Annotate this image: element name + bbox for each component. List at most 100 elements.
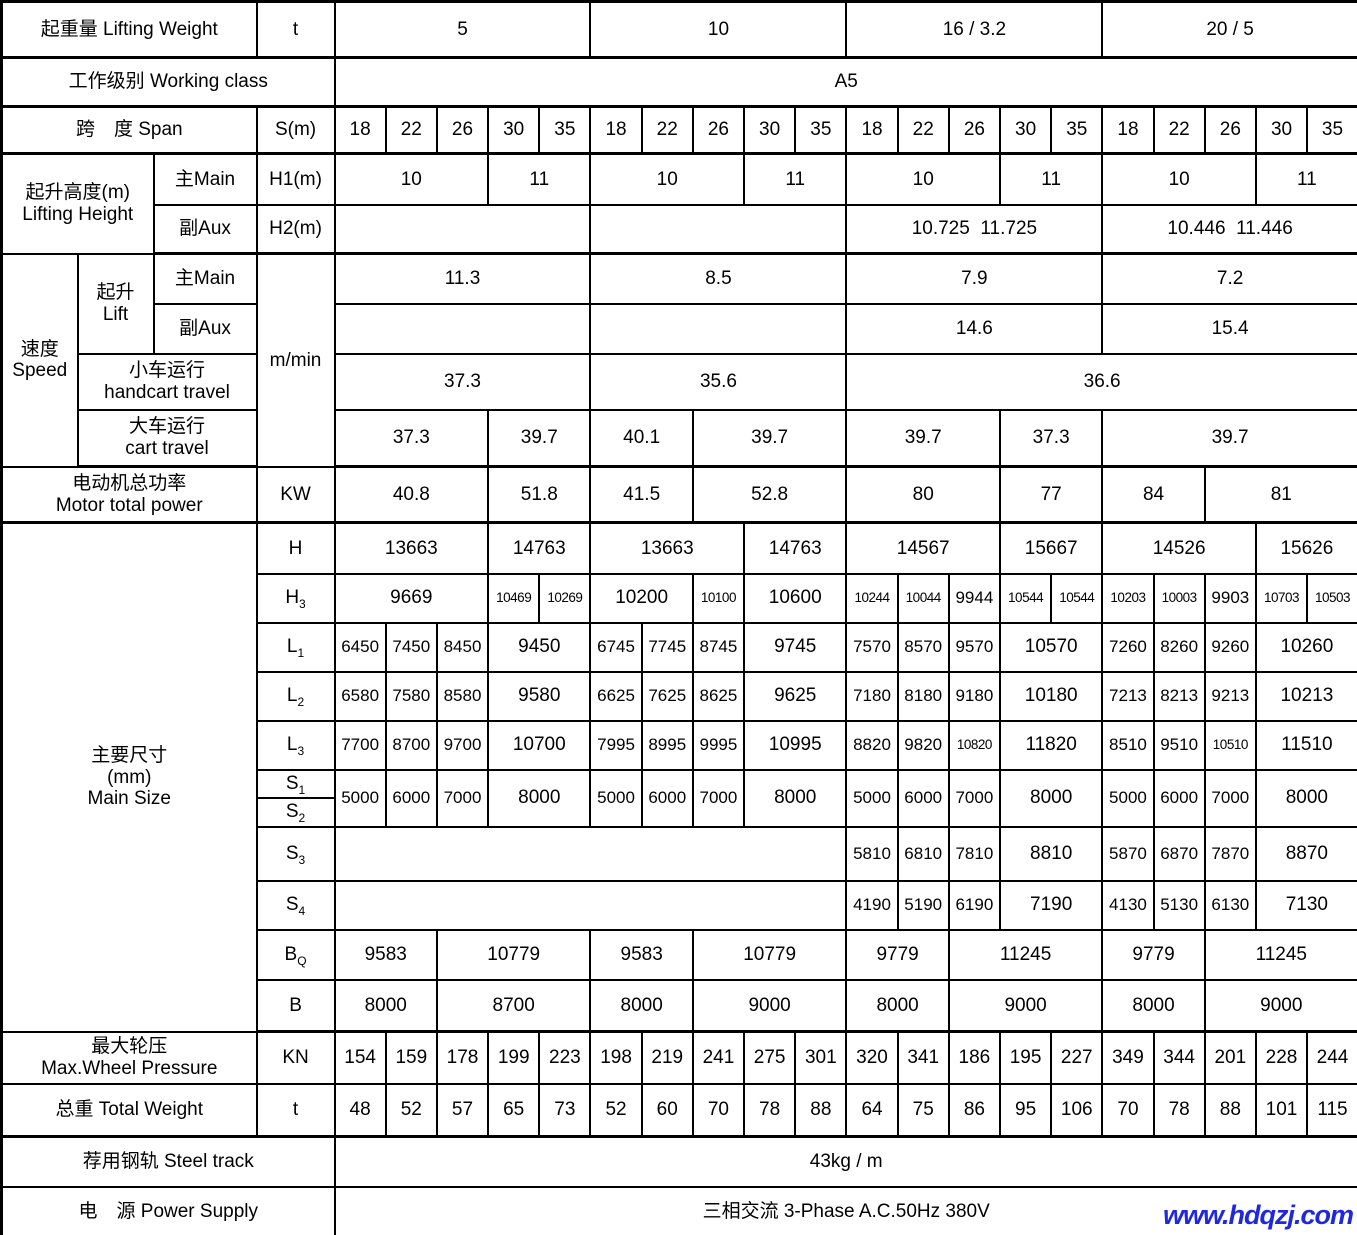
motor-total-power-cell-2: 40.8 — [333, 465, 490, 524]
row-lifting-height-aux: 副Aux H2(m) 10.725 11.725 10.446 11.446 — [2, 203, 1357, 255]
lifting-height-main-cell-7: 10 — [845, 152, 1001, 206]
size-BQ-cell-5: 9779 — [845, 928, 950, 981]
span-cell-9: 26 — [691, 105, 746, 155]
size-H3-cell-10: 10544 — [998, 572, 1053, 624]
size-B-cell-5: 8000 — [845, 978, 950, 1033]
size-L2-cell-16: 10213 — [1254, 670, 1357, 722]
size-B-cell-3: 8000 — [589, 978, 694, 1033]
row-power-supply: 电 源 Power Supply 三相交流 3-Phase A.C.50Hz 38… — [0, 1185, 1357, 1235]
speed-lift-aux-cell-1 — [333, 302, 592, 355]
size-S4-cell-9: 7130 — [1254, 879, 1357, 931]
max-wheel-pressure-cell-6: 223 — [538, 1030, 592, 1085]
size-L1-cell-1: 6450 — [333, 621, 387, 673]
speed-lift-aux-cell-2 — [589, 302, 848, 355]
lifting-weight-cell-0: 起重量 Lifting Weight — [0, 0, 258, 59]
size-S1-cell-11: 7000 — [947, 768, 1001, 828]
total-weight-cell-18: 78 — [1152, 1082, 1206, 1138]
total-weight-cell-17: 70 — [1101, 1082, 1155, 1138]
row-size-L1: L1 6450 7450 8450 9450 6745 7745 8745 9745 7570 85… — [2, 621, 1357, 673]
working-class-cell-0: 工作级别 Working class — [0, 56, 336, 108]
speed-cart-travel-cell-1: 37.3 — [333, 408, 490, 468]
size-BQ-cell-2: 10779 — [435, 928, 592, 981]
size-L1-cell-9: 7570 — [845, 621, 899, 673]
size-S4-cell-0: S4 — [255, 879, 336, 931]
size-H3-cell-13: 10003 — [1152, 572, 1206, 624]
row-span: 跨 度 Span S(m) 18 22 26 30 35 18 22 26 30 35 18 22 26 30… — [0, 105, 1357, 155]
size-L1-cell-10: 8570 — [896, 621, 950, 673]
size-H3-cell-0: H3 — [255, 572, 336, 624]
size-H3-cell-3: 10269 — [538, 572, 592, 624]
span-cell-15: 30 — [998, 105, 1053, 155]
row-speed-trolley-travel: 小车运行 handcart travel 37.3 35.6 36.6 — [2, 352, 1357, 411]
size-BQ-cell-8: 11245 — [1203, 928, 1357, 981]
speed-lift-aux-cell-3: 14.6 — [845, 302, 1104, 355]
size-S4-cell-1 — [333, 879, 848, 931]
size-L3-cell-15: 10510 — [1203, 719, 1257, 771]
size-H-cell-1: H — [255, 521, 336, 575]
size-S4-cell-7: 5130 — [1152, 879, 1206, 931]
motor-total-power-cell-0: 电动机总功率 Motor total power — [0, 465, 258, 524]
total-weight-cell-9: 70 — [691, 1082, 746, 1138]
size-H-cell-2: 13663 — [333, 521, 490, 575]
size-H-cell-9: 15626 — [1254, 521, 1357, 575]
span-cell-12: 18 — [845, 105, 899, 155]
size-H3-cell-8: 10044 — [896, 572, 950, 624]
power-supply-cell-1: 三相交流 3-Phase A.C.50Hz 380V — [333, 1185, 1357, 1235]
size-H3-cell-12: 10203 — [1101, 572, 1155, 624]
total-weight-cell-11: 88 — [794, 1082, 848, 1138]
size-L3-cell-9: 8820 — [845, 719, 899, 771]
max-wheel-pressure-cell-15: 195 — [998, 1030, 1053, 1085]
lifting-weight-cell-3: 10 — [589, 0, 848, 59]
size-L1-cell-15: 9260 — [1203, 621, 1257, 673]
size-L1-cell-14: 8260 — [1152, 621, 1206, 673]
size-B-cell-0: B — [255, 978, 336, 1033]
row-speed-lift-main: 速度 Speed 起升 Lift 主Main m/min 11.3 8.5 7.9 7.2 — [0, 252, 1357, 468]
size-L3-cell-4: 10700 — [487, 719, 592, 771]
size-S4-cell-6: 4130 — [1101, 879, 1155, 931]
max-wheel-pressure-cell-2: 154 — [333, 1030, 387, 1085]
max-wheel-pressure-cell-20: 228 — [1254, 1030, 1309, 1085]
row-size-H3: H3 9669 10469 10269 10200 10100 10600 10244 1004… — [2, 572, 1357, 624]
speed-lift-main-cell-6: 7.9 — [845, 252, 1104, 305]
speed-lift-aux-cell-4: 15.4 — [1101, 302, 1357, 355]
total-weight-cell-12: 64 — [845, 1082, 899, 1138]
lifting-height-main-cell-5: 10 — [589, 152, 746, 206]
span-cell-10: 30 — [743, 105, 797, 155]
max-wheel-pressure-cell-18: 344 — [1152, 1030, 1206, 1085]
size-S1-cell-7: 7000 — [691, 768, 746, 828]
row-size-L3: L3 7700 8700 9700 10700 7995 8995 9995 10995 8820… — [2, 719, 1357, 771]
max-wheel-pressure-cell-8: 219 — [640, 1030, 694, 1085]
row-steel-track: 荐用钢轨 Steel track 43kg / m — [0, 1135, 1357, 1188]
total-weight-cell-15: 95 — [998, 1082, 1053, 1138]
speed-lift-main-cell-4: 11.3 — [333, 252, 592, 305]
steel-track-cell-1: 43kg / m — [333, 1135, 1357, 1188]
row-max-wheel-pressure: 最大轮压 Max.Wheel Pressure KN 154 159 178 199 223… — [0, 1030, 1357, 1085]
size-H3-cell-7: 10244 — [845, 572, 899, 624]
size-S1-cell-14: 6000 — [1152, 768, 1206, 828]
size-S3-cell-0: S3 — [255, 825, 336, 882]
size-L3-cell-6: 8995 — [640, 719, 694, 771]
speed-trolley-travel-cell-2: 35.6 — [589, 352, 848, 411]
lifting-height-aux-cell-5: 10.446 11.446 — [1101, 203, 1357, 255]
size-L1-cell-5: 6745 — [589, 621, 643, 673]
total-weight-cell-4: 57 — [435, 1082, 490, 1138]
size-S1-cell-5: 5000 — [589, 768, 643, 828]
motor-total-power-cell-3: 51.8 — [487, 465, 592, 524]
speed-cart-travel-cell-4: 39.7 — [691, 408, 848, 468]
row-size-S4: S4 4190 5190 6190 7190 4130 5130 6130 7130 — [2, 879, 1357, 931]
size-L1-cell-4: 9450 — [487, 621, 592, 673]
lifting-height-aux-cell-1: H2(m) — [255, 203, 336, 255]
span-cell-4: 26 — [435, 105, 490, 155]
row-lifting-weight: 起重量 Lifting Weight t 5 10 16 / 3.2 20 / 5 — [0, 0, 1357, 59]
size-L3-cell-10: 9820 — [896, 719, 950, 771]
size-L1-cell-8: 9745 — [743, 621, 848, 673]
size-L1-cell-16: 10260 — [1254, 621, 1357, 673]
speed-cart-travel-cell-0: 大车运行 cart travel — [76, 408, 258, 468]
size-S4-cell-3: 5190 — [896, 879, 950, 931]
size-H-cell-6: 14567 — [845, 521, 1001, 575]
row-lifting-height-main: 起升高度(m) Lifting Height 主Main H1(m) 10 11 10 11… — [0, 152, 1357, 255]
total-weight-cell-10: 78 — [743, 1082, 797, 1138]
lifting-height-main-cell-4: 11 — [487, 152, 592, 206]
size-H-cell-7: 15667 — [998, 521, 1104, 575]
total-weight-cell-21: 115 — [1306, 1082, 1357, 1138]
